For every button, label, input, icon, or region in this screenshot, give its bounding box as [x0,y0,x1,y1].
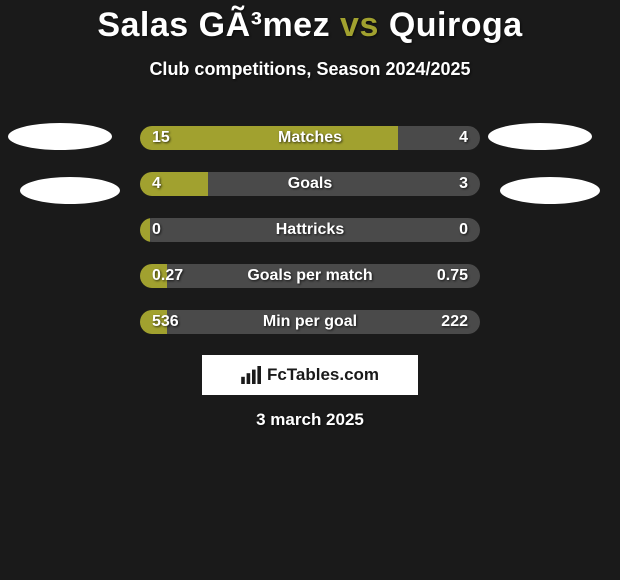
avatar-right-bot [500,177,600,204]
date-text: 3 march 2025 [0,410,620,430]
avatar-right-top [488,123,592,150]
stat-row: 536222Min per goal [140,310,480,334]
logo-text: FcTables.com [267,365,379,385]
stat-row: 00Hattricks [140,218,480,242]
avatar-left-bot [20,177,120,204]
logo: FcTables.com [241,365,379,385]
logo-box: FcTables.com [202,355,418,395]
avatar-left-top [8,123,112,150]
stat-row: 43Goals [140,172,480,196]
bars-icon [241,366,263,384]
stat-label: Goals [140,172,480,196]
stat-row: 0.270.75Goals per match [140,264,480,288]
comparison-infographic: Salas GÃ³mez vs Quiroga Club competition… [0,0,620,580]
title-player1: Salas GÃ³mez [97,6,330,44]
stat-label: Matches [140,126,480,150]
stat-rows: 154Matches 43Goals 00Hattricks 0.270.75Goal… [140,126,480,356]
stat-label: Min per goal [140,310,480,334]
title-player2: Quiroga [389,6,523,44]
title-vs: vs [340,6,379,44]
stat-label: Hattricks [140,218,480,242]
page-title: Salas GÃ³mez vs Quiroga [0,0,620,45]
stat-label: Goals per match [140,264,480,288]
stat-row: 154Matches [140,126,480,150]
subtitle: Club competitions, Season 2024/2025 [0,59,620,80]
